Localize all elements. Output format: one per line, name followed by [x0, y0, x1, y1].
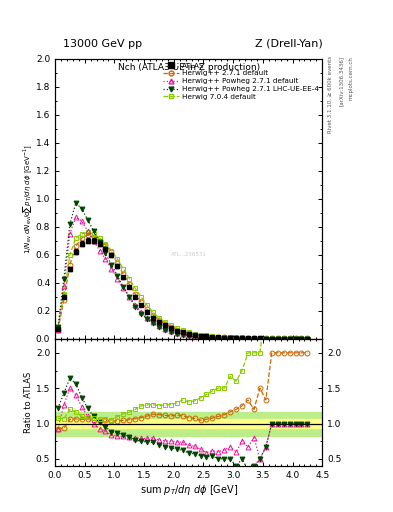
Y-axis label: Ratio to ATLAS: Ratio to ATLAS [24, 372, 33, 433]
X-axis label: sum $p_T/d\eta\ d\phi\ [\rm GeV]$: sum $p_T/d\eta\ d\phi\ [\rm GeV]$ [140, 482, 238, 497]
Legend: ATLAS, Herwig++ 2.7.1 default, Herwig++ Powheg 2.7.1 default, Herwig++ Powheg 2.: ATLAS, Herwig++ 2.7.1 default, Herwig++ … [162, 61, 320, 101]
Text: [arXiv:1306.3436]: [arXiv:1306.3436] [339, 56, 344, 106]
Text: Rivet 3.1.10, ≥ 600k events: Rivet 3.1.10, ≥ 600k events [328, 56, 333, 134]
Text: mcplots.cern.ch: mcplots.cern.ch [349, 56, 354, 100]
Text: Z (Drell-Yan): Z (Drell-Yan) [255, 38, 322, 49]
Text: Nch (ATLAS UE in Z production): Nch (ATLAS UE in Z production) [118, 63, 260, 72]
Text: 13000 GeV pp: 13000 GeV pp [63, 38, 142, 49]
Y-axis label: $1/N_{\rm ev}\ dN_{\rm ev}/d\!\sum p_T/d\eta\ d\phi\ [\rm GeV^{-1}]$: $1/N_{\rm ev}\ dN_{\rm ev}/d\!\sum p_T/d… [22, 144, 35, 254]
Text: ATL...236531: ATL...236531 [171, 252, 207, 257]
